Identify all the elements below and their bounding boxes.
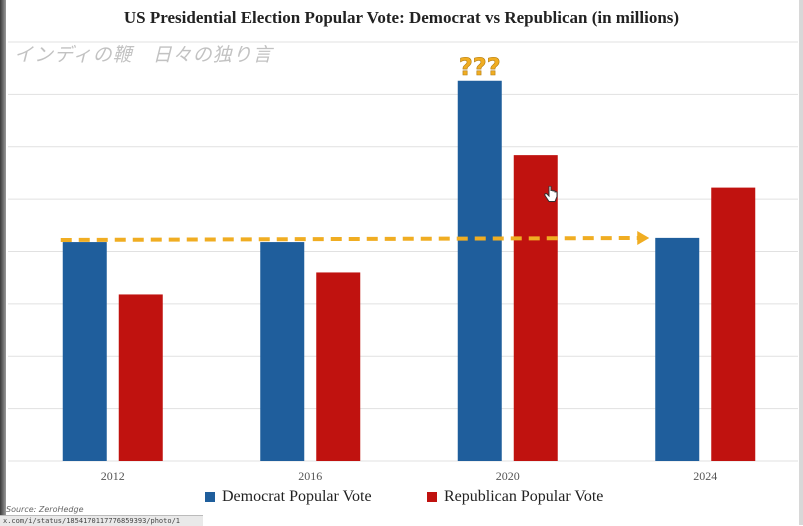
question-marks-annotation: ???: [459, 53, 501, 81]
bar-democrat-2012: [62, 242, 107, 461]
legend-item-republican: Republican Popular Vote: [427, 488, 603, 506]
bar-republican-2016: [316, 272, 361, 461]
hand-cursor-icon: [544, 186, 558, 202]
right-frame-edge: [799, 0, 803, 525]
chart-title: US Presidential Election Popular Vote: D…: [123, 8, 680, 27]
legend-item-democrat: Democrat Popular Vote: [205, 488, 372, 506]
bar-chart: 2012 2016 2020 2024???: [8, 41, 798, 483]
x-tick-label: 2024: [693, 469, 717, 483]
source-note: Source: ZeroHedge: [6, 505, 84, 514]
bar-democrat-2016: [260, 242, 305, 461]
legend-swatch-democrat: [205, 492, 215, 502]
x-tick-label: 2016: [298, 469, 322, 483]
left-frame-edge: [0, 0, 6, 525]
watermark-text: インディの鞭 日々の独り言: [14, 44, 273, 66]
bar-republican-2024: [711, 187, 756, 462]
x-tick-label: 2020: [496, 469, 520, 483]
chart-legend: Democrat Popular Vote Republican Popular…: [205, 488, 665, 512]
bar-democrat-2024: [655, 237, 700, 461]
status-url-bar: x.com/i/status/1854170117776859393/photo…: [0, 515, 203, 526]
trend-arrow-head: [637, 230, 650, 245]
trend-arrow-line: [60, 235, 642, 242]
bar-republican-2012: [118, 294, 163, 461]
bar-republican-2020: [513, 155, 558, 461]
legend-label-republican: Republican Popular Vote: [444, 488, 604, 505]
legend-label-democrat: Democrat Popular Vote: [222, 488, 372, 505]
bar-democrat-2020: [457, 80, 502, 461]
legend-swatch-republican: [427, 492, 437, 502]
x-tick-label: 2012: [101, 469, 125, 483]
